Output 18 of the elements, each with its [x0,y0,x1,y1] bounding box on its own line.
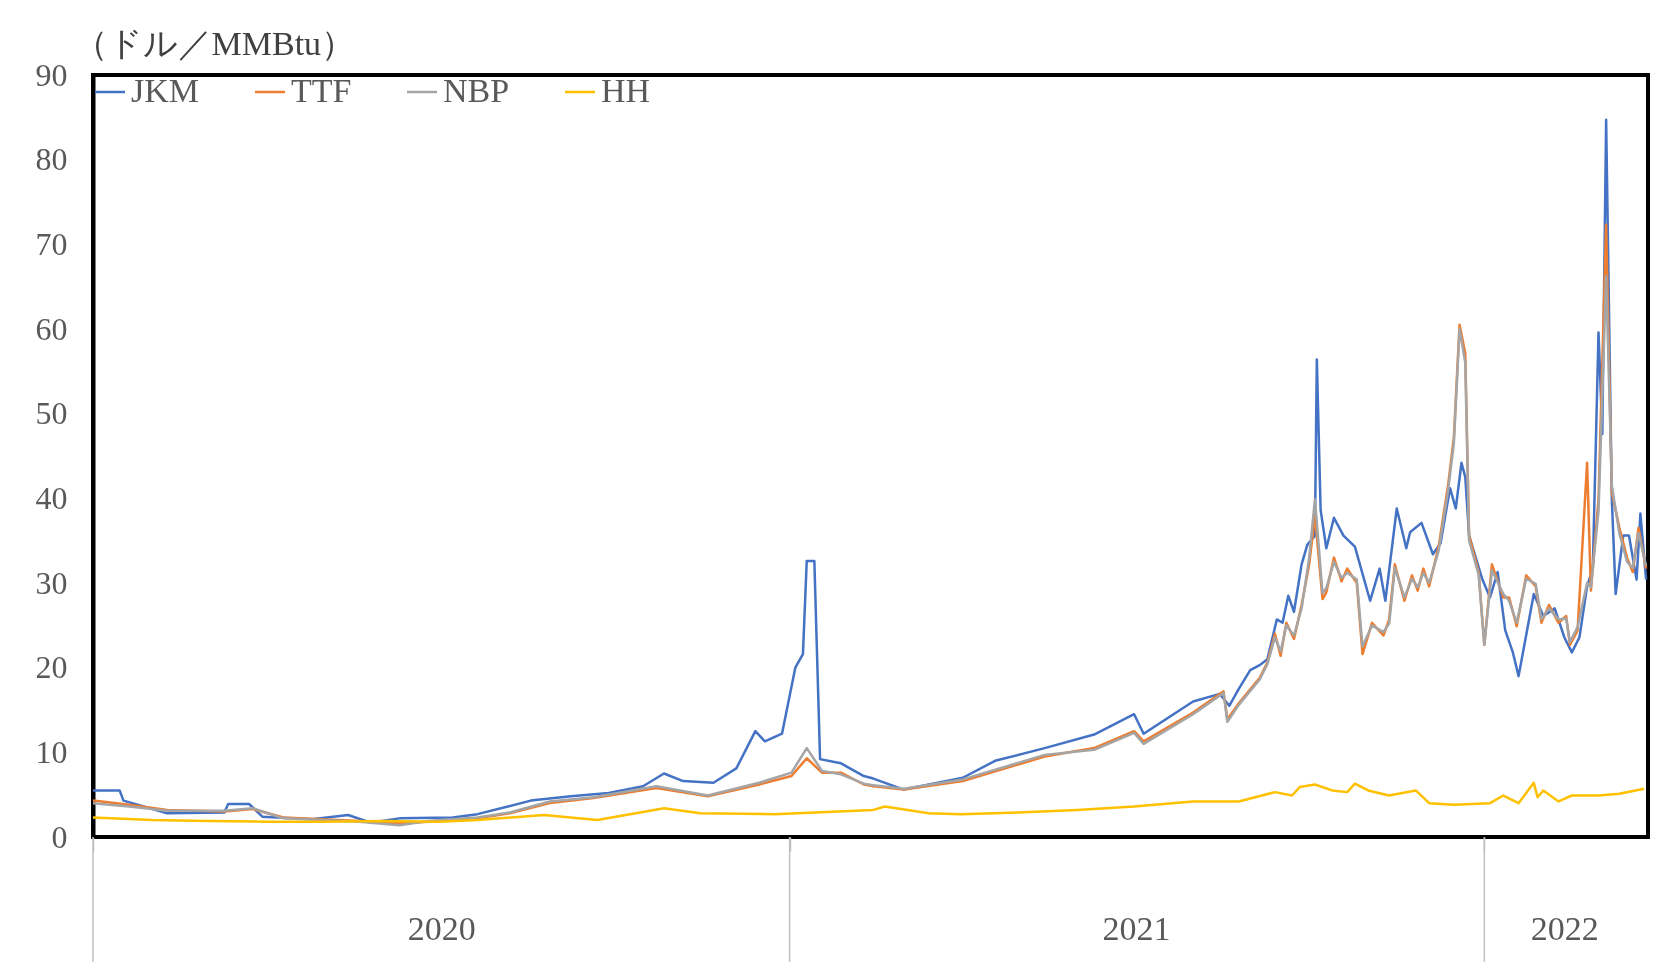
x-tick-label: 2021 [1102,909,1171,947]
legend-label: HH [601,72,651,109]
y-tick-label: 70 [35,225,68,262]
y-tick-label: 0 [51,818,68,855]
x-tick-label: 2020 [407,909,476,947]
y-tick-label: 30 [35,564,68,601]
legend-label: NBP [443,72,510,109]
y-tick-label: 90 [35,56,68,93]
legend-label: TTF [291,72,352,109]
y-axis-title: （ドル／MMBtu） [73,24,356,62]
y-tick-label: 40 [35,479,68,516]
y-tick-label: 20 [35,649,68,686]
y-tick-label: 10 [35,733,68,770]
y-tick-label: 60 [35,310,68,347]
y-tick-label: 50 [35,395,68,432]
legend-label: JKM [131,72,200,109]
x-tick-label: 2022 [1530,909,1599,947]
y-tick-label: 80 [35,141,68,178]
